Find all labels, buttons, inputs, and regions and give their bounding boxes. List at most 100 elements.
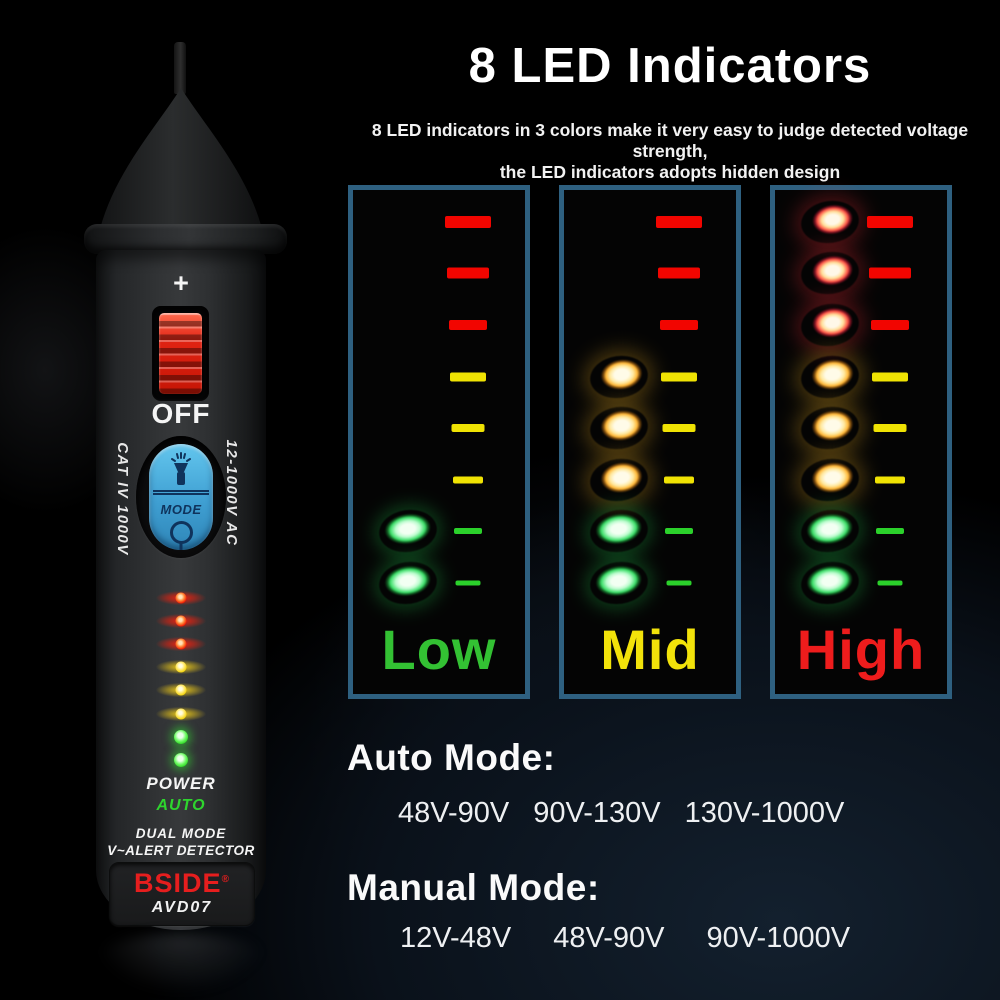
led-row <box>353 196 525 248</box>
voltage-range: 130V-1000V <box>684 797 845 829</box>
pen-reflection <box>96 934 266 992</box>
led-bar-red <box>869 267 911 279</box>
led-dot <box>174 729 188 744</box>
led-bar-yellow <box>872 372 908 382</box>
pen-led-column <box>96 586 266 772</box>
led-bar-red <box>445 215 491 228</box>
led-rows <box>775 190 947 609</box>
panel-label-high: High <box>796 618 926 681</box>
auto-mode-ranges: 48V-90V 90V-130V 130V-1000V <box>398 797 844 830</box>
led-bar-yellow <box>451 424 485 433</box>
mode-button-recess: MODE <box>136 436 226 558</box>
pen-power-label: POWER <box>146 774 216 793</box>
led-bar-yellow <box>662 424 696 433</box>
lit-led-glow-green <box>587 506 651 557</box>
led-dot <box>175 638 187 650</box>
lit-led-glow-yellow <box>587 351 651 402</box>
pen-led-green <box>96 725 266 748</box>
lit-led-glow-red <box>798 196 862 247</box>
led-row <box>353 351 525 403</box>
led-row <box>775 506 947 558</box>
pen-dual-mode-label: DUAL MODE <box>135 826 227 841</box>
brand-plate: BSIDE® AVD07 <box>109 862 255 926</box>
led-dot <box>175 615 187 627</box>
pen-auto-label: AUTO <box>156 797 206 814</box>
voltage-range: 90V-1000V <box>706 922 851 954</box>
pen-led-red <box>96 632 266 655</box>
pen-led-red <box>96 586 266 609</box>
led-panel-low: Low <box>348 185 530 699</box>
pen-collar-ring <box>84 224 287 254</box>
led-row <box>564 299 736 351</box>
led-row <box>775 196 947 248</box>
led-row <box>564 454 736 506</box>
manual-mode-heading: Manual Mode: <box>347 867 600 908</box>
led-bar-yellow <box>875 476 905 484</box>
led-row <box>564 351 736 403</box>
mode-button-label: MODE <box>160 502 202 517</box>
led-dot <box>174 752 188 767</box>
registered-mark: ® <box>221 874 230 885</box>
led-bar-green <box>454 528 482 535</box>
led-bar-green <box>666 580 692 586</box>
led-row <box>353 299 525 351</box>
led-bar-green <box>665 528 693 535</box>
led-row <box>564 402 736 454</box>
led-bar-red <box>871 319 909 330</box>
led-row <box>564 506 736 558</box>
lit-led-glow-green <box>376 558 440 608</box>
led-row <box>353 506 525 558</box>
led-bar-red <box>447 267 489 279</box>
manual-mode-ranges: 12V-48V 48V-90V 90V-1000V <box>400 922 850 955</box>
led-rows <box>353 190 525 609</box>
voltage-range-label: 12-1000V AC <box>223 439 240 547</box>
led-bar-red <box>656 215 702 228</box>
led-dot <box>175 592 187 604</box>
lit-led-glow-green <box>798 558 862 608</box>
voltage-range: 90V-130V <box>533 797 661 829</box>
led-panel-mid: Mid <box>559 185 741 699</box>
lit-led-glow-yellow <box>587 403 651 454</box>
subtitle-line-1: 8 LED indicators in 3 colors make it ver… <box>371 120 969 161</box>
mode-button: MODE <box>149 444 213 550</box>
lit-led-glow-red <box>798 248 862 299</box>
voltage-range: 48V-90V <box>398 797 510 829</box>
pen-led-yellow <box>96 656 266 679</box>
led-rows <box>564 190 736 609</box>
lit-led-glow-yellow <box>798 403 862 454</box>
led-row <box>564 248 736 300</box>
pen-led-green <box>96 748 266 771</box>
lit-led-glow-green <box>376 506 440 557</box>
off-label: OFF <box>151 398 211 429</box>
lit-led-glow-yellow <box>798 454 862 505</box>
pen-led-yellow <box>96 679 266 702</box>
brand-name: BSIDE <box>134 868 222 898</box>
lit-led-glow-green <box>587 558 651 608</box>
led-bar-red <box>449 319 487 330</box>
plus-mark: + <box>173 268 189 298</box>
flashlight-icon <box>171 452 191 485</box>
page-subtitle: 8 LED indicators in 3 colors make it ver… <box>340 120 1000 183</box>
pen-led-red <box>96 609 266 632</box>
led-row <box>353 402 525 454</box>
led-dot <box>175 708 187 720</box>
probe-tip <box>174 42 186 94</box>
pen-valert-label: V~ALERT DETECTOR <box>107 843 255 858</box>
led-row <box>775 454 947 506</box>
led-bar-red <box>867 215 913 228</box>
pen-nose-cone <box>100 88 262 229</box>
led-row <box>775 557 947 609</box>
led-dot <box>175 684 187 696</box>
led-row <box>353 248 525 300</box>
auto-mode-heading: Auto Mode: <box>347 737 556 778</box>
magnifier-icon <box>169 521 193 544</box>
power-slider-recess <box>152 306 209 401</box>
led-row <box>564 196 736 248</box>
led-bar-yellow <box>450 372 486 382</box>
voltage-range: 12V-48V <box>400 922 512 954</box>
led-dot <box>175 661 187 673</box>
lit-led-glow-green <box>798 506 862 557</box>
brand-text: BSIDE® <box>110 868 254 899</box>
led-row <box>564 557 736 609</box>
led-row <box>353 454 525 506</box>
